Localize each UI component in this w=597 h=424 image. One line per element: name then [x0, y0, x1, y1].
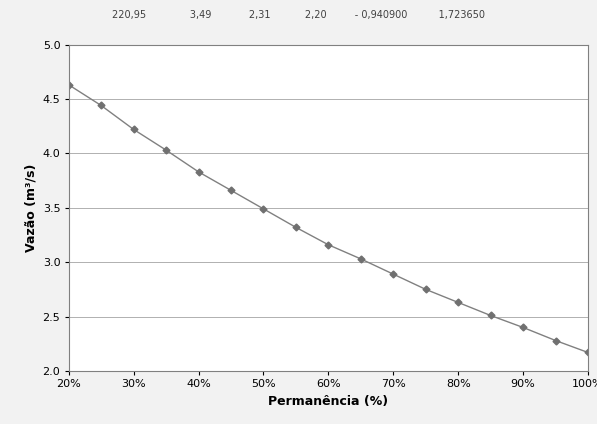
X-axis label: Permanência (%): Permanência (%): [268, 395, 389, 408]
Y-axis label: Vazão (m³/s): Vazão (m³/s): [24, 164, 37, 252]
Text: 220,95              3,49            2,31           2,20         - 0,940900      : 220,95 3,49 2,31 2,20 - 0,940900: [112, 10, 485, 20]
